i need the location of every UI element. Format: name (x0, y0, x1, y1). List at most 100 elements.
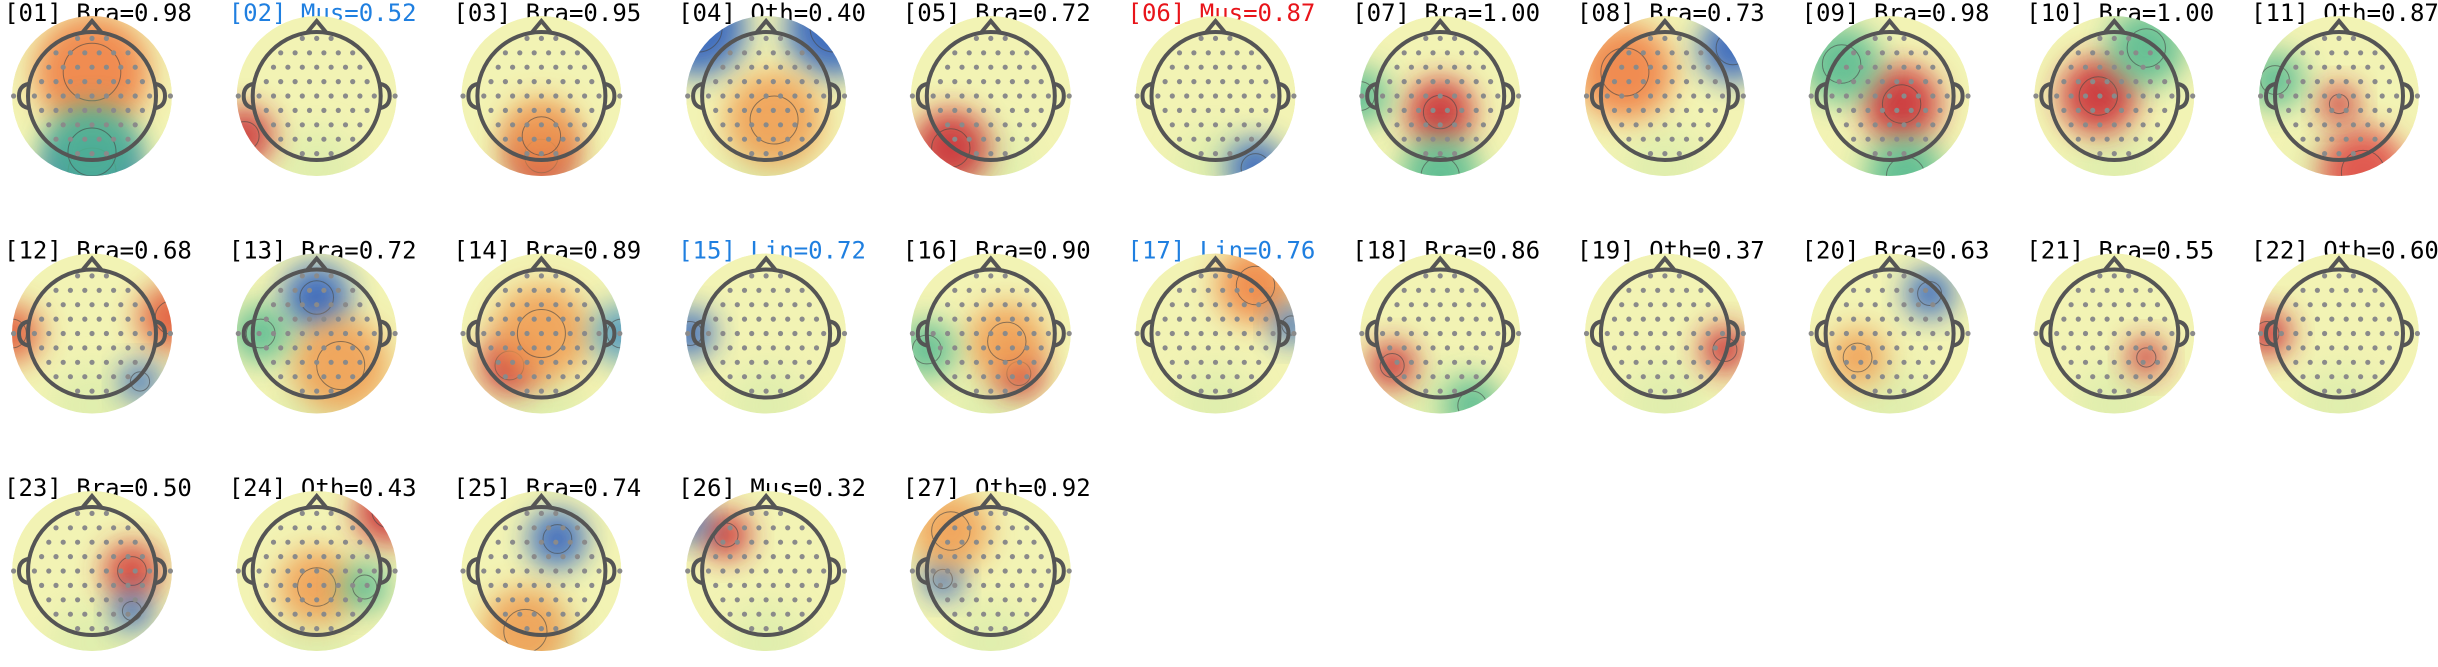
head-outline (475, 30, 608, 162)
topomap (909, 16, 1072, 176)
head-outline (1823, 30, 1956, 162)
head-outline (1598, 267, 1731, 400)
ear (1365, 82, 1377, 110)
topomap (685, 253, 848, 414)
head-outline (26, 267, 158, 400)
head-outline (700, 30, 833, 162)
ear (1589, 82, 1602, 110)
nose (1653, 17, 1677, 35)
ear (2039, 82, 2051, 110)
topomap (2033, 253, 2196, 414)
ear (829, 319, 842, 348)
nose (1203, 255, 1228, 272)
ear (1054, 319, 1066, 348)
ear (604, 82, 617, 110)
topomap (2258, 16, 2420, 176)
head-outline (250, 30, 383, 162)
ear (16, 557, 29, 585)
nose (754, 492, 778, 510)
nose (754, 17, 778, 35)
nose (529, 17, 553, 35)
ear (1503, 82, 1516, 110)
nose (1878, 255, 1902, 272)
head-outline (1149, 30, 1282, 162)
topomap (1808, 16, 1971, 176)
ear (155, 319, 168, 348)
topomap (685, 16, 848, 176)
ear (2263, 82, 2276, 110)
topomap (1583, 16, 1746, 176)
head-outline (2273, 30, 2405, 162)
ear (691, 319, 703, 348)
ear (241, 557, 254, 585)
ear (604, 319, 617, 348)
nose (979, 17, 1003, 35)
ear (1953, 319, 1965, 348)
head-outline (1374, 267, 1507, 400)
head-outline (924, 505, 1057, 637)
nose (1878, 17, 1902, 35)
ear (241, 82, 254, 110)
topomap (685, 491, 848, 651)
nose (1428, 17, 1452, 35)
nose (1428, 255, 1452, 272)
topomap (460, 253, 623, 414)
head-outline (924, 30, 1057, 162)
ear (1728, 82, 1740, 110)
head-outline (2048, 267, 2181, 400)
nose (305, 255, 329, 272)
ear (1728, 319, 1740, 348)
head-outline (250, 505, 383, 637)
head-outline (700, 267, 833, 400)
head-outline (2048, 30, 2181, 162)
nose (1653, 255, 1677, 272)
ear (2263, 319, 2276, 348)
topomap (235, 16, 398, 176)
ear (1814, 319, 1827, 348)
topomap (909, 253, 1072, 414)
ear (241, 319, 254, 348)
ear (691, 82, 703, 110)
ear (1140, 319, 1153, 348)
ear (915, 319, 928, 348)
nose (529, 255, 553, 272)
ear (915, 82, 928, 110)
ear (829, 82, 842, 110)
ear (2402, 82, 2415, 110)
nose (1203, 17, 1228, 35)
topomap (460, 491, 623, 651)
topomap (1583, 253, 1746, 414)
ear (380, 557, 392, 585)
ear (380, 82, 392, 110)
ear (1953, 82, 1965, 110)
ear (2177, 82, 2190, 110)
ear (915, 557, 928, 585)
ear (2177, 319, 2190, 348)
ear (1278, 82, 1291, 110)
nose (529, 492, 553, 510)
ear (1365, 319, 1377, 348)
nose (305, 17, 329, 35)
nose (2102, 17, 2126, 35)
ear (380, 319, 392, 348)
nose (754, 255, 778, 272)
ear (1140, 82, 1153, 110)
topomap (909, 491, 1072, 651)
head-outline (250, 267, 383, 400)
ear (829, 557, 842, 585)
topomap (1808, 253, 1971, 414)
ear (155, 82, 168, 110)
ear (1589, 319, 1602, 348)
ear (604, 557, 617, 585)
nose (80, 492, 104, 510)
ear (16, 319, 29, 348)
nose (2327, 17, 2351, 35)
ear (1503, 319, 1516, 348)
ear (2402, 319, 2415, 348)
nose (305, 492, 329, 510)
topomap (1134, 253, 1297, 414)
ear (16, 82, 29, 110)
head-outline (1149, 267, 1282, 400)
